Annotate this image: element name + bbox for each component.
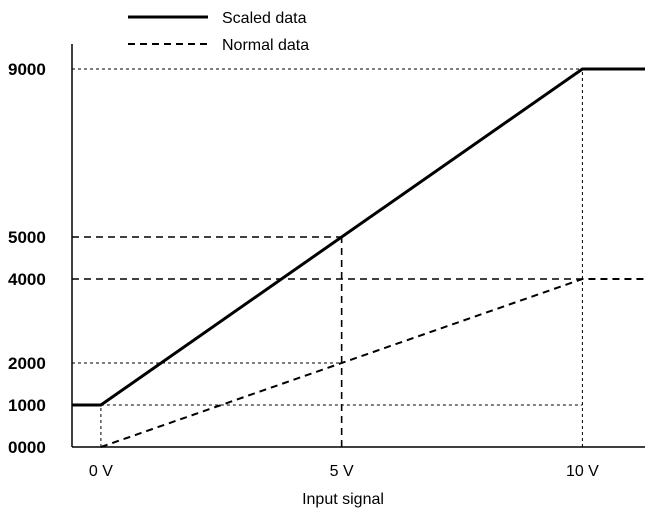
- axes: [71, 44, 645, 448]
- legend-label: Normal data: [222, 37, 309, 54]
- x-tick-label: 0 V: [89, 463, 113, 480]
- y-tick-label: 0000: [8, 438, 46, 457]
- legend: Scaled data Normal data: [128, 10, 309, 54]
- y-tick-label: 5000: [8, 228, 46, 247]
- y-tick-label: 1000: [8, 396, 46, 415]
- x-tick-label: 10 V: [566, 463, 599, 480]
- y-tick-label: 4000: [8, 270, 46, 289]
- y-tick-label: 9000: [8, 60, 46, 79]
- y-tick-labels: 0000 1000 2000 4000 5000 9000: [8, 60, 46, 457]
- x-axis-title: Input signal: [302, 491, 384, 508]
- series-line-normal-data: [100, 278, 645, 448]
- reference-lines: [72, 68, 583, 447]
- series-lines: [72, 67, 645, 448]
- series-line-scaled-data: [72, 67, 645, 407]
- y-tick-label: 2000: [8, 354, 46, 373]
- legend-label: Scaled data: [222, 10, 307, 27]
- x-tick-labels: 0 V 5 V 10 V: [89, 463, 599, 480]
- x-tick-label: 5 V: [330, 463, 354, 480]
